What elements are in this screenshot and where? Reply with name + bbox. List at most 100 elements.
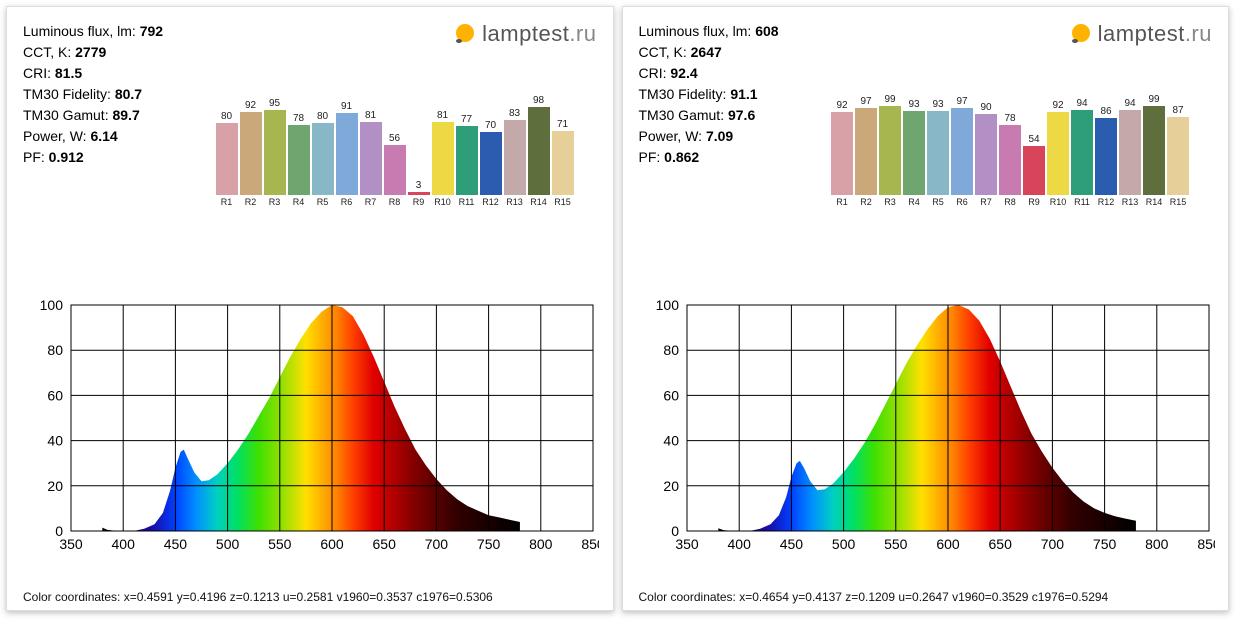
- color-coordinates: Color coordinates: x=0.4654 y=0.4137 z=0…: [639, 590, 1213, 604]
- svg-text:700: 700: [425, 536, 449, 552]
- cri-chart: 80R192R295R378R480R591R681R756R83R981R10…: [215, 99, 574, 209]
- brand-name: lamptest: [482, 21, 569, 46]
- metric-value: 792: [140, 23, 163, 39]
- metric-value: 81.5: [55, 65, 82, 81]
- svg-text:550: 550: [268, 536, 292, 552]
- svg-text:40: 40: [47, 433, 63, 449]
- report-panel-left: Luminous flux, lm: 792 CCT, K: 2779 CRI:…: [6, 6, 614, 611]
- cri-bar-R4: 78R4: [287, 113, 310, 209]
- svg-text:650: 650: [373, 536, 397, 552]
- color-coordinates: Color coordinates: x=0.4591 y=0.4196 z=0…: [23, 590, 597, 604]
- metric-tm30g: TM30 Gamut: 89.7: [23, 105, 163, 126]
- svg-text:60: 60: [47, 387, 63, 403]
- svg-text:700: 700: [1040, 536, 1064, 552]
- metric-label: Luminous flux, lm:: [639, 23, 752, 39]
- metric-value: 97.6: [728, 107, 755, 123]
- cri-bar-R6: 91R6: [335, 101, 358, 209]
- svg-text:550: 550: [884, 536, 908, 552]
- metric-flux: Luminous flux, lm: 792: [23, 21, 163, 42]
- cri-bar-R9: 54R9: [1023, 134, 1046, 209]
- svg-text:20: 20: [663, 478, 679, 494]
- cri-bar-R10: 92R10: [1047, 100, 1070, 209]
- cri-bar-R7: 81R7: [359, 110, 382, 209]
- metric-tm30f: TM30 Fidelity: 91.1: [639, 84, 779, 105]
- svg-text:350: 350: [675, 536, 699, 552]
- svg-text:450: 450: [164, 536, 188, 552]
- metric-value: 0.912: [49, 149, 84, 165]
- cri-bar-R5: 80R5: [311, 111, 334, 209]
- metric-label: CCT, K:: [23, 44, 71, 60]
- cri-chart: 92R197R299R393R493R597R690R778R854R992R1…: [831, 99, 1190, 209]
- metric-cct: CCT, K: 2647: [639, 42, 779, 63]
- cri-bar-R4: 93R4: [903, 99, 926, 209]
- metric-label: Power, W:: [639, 128, 703, 144]
- metric-value: 608: [755, 23, 778, 39]
- metric-cct: CCT, K: 2779: [23, 42, 163, 63]
- cri-bar-R11: 94R11: [1071, 98, 1094, 209]
- metric-cri: CRI: 81.5: [23, 63, 163, 84]
- metric-label: Power, W:: [23, 128, 87, 144]
- metric-label: PF:: [23, 149, 45, 165]
- metric-flux: Luminous flux, lm: 608: [639, 21, 779, 42]
- svg-text:80: 80: [47, 342, 63, 358]
- cri-bar-R12: 86R12: [1095, 106, 1118, 209]
- brand-suffix: .ru: [569, 21, 596, 46]
- metric-value: 89.7: [112, 107, 139, 123]
- cri-bar-R14: 98R14: [527, 95, 550, 209]
- svg-text:800: 800: [529, 536, 553, 552]
- svg-text:600: 600: [320, 536, 344, 552]
- cri-bar-R8: 78R8: [999, 113, 1022, 209]
- metric-value: 0.862: [664, 149, 699, 165]
- cri-bar-R1: 80R1: [215, 111, 238, 209]
- svg-text:100: 100: [655, 297, 679, 313]
- svg-text:20: 20: [47, 478, 63, 494]
- cri-bar-R2: 97R2: [855, 96, 878, 209]
- brand-logo: lamptest.ru: [1068, 21, 1212, 47]
- metric-pf: PF: 0.862: [639, 147, 779, 168]
- cri-bar-R3: 99R3: [879, 94, 902, 209]
- metric-label: PF:: [639, 149, 661, 165]
- metric-label: Luminous flux, lm:: [23, 23, 136, 39]
- svg-text:750: 750: [477, 536, 501, 552]
- metric-label: CCT, K:: [639, 44, 687, 60]
- metric-value: 80.7: [115, 86, 142, 102]
- metric-value: 2779: [75, 44, 106, 60]
- brand-name: lamptest: [1098, 21, 1185, 46]
- spectrum-svg: 0204060801003504004505005506006507007508…: [639, 297, 1215, 557]
- metric-pf: PF: 0.912: [23, 147, 163, 168]
- bulb-icon: [1068, 22, 1092, 46]
- metric-cri: CRI: 92.4: [639, 63, 779, 84]
- svg-text:40: 40: [663, 433, 679, 449]
- metrics-block: Luminous flux, lm: 792 CCT, K: 2779 CRI:…: [23, 21, 163, 168]
- cri-bar-R11: 77R11: [455, 114, 478, 209]
- svg-text:500: 500: [831, 536, 855, 552]
- metric-value: 7.09: [706, 128, 733, 144]
- svg-text:450: 450: [779, 536, 803, 552]
- svg-text:750: 750: [1092, 536, 1116, 552]
- bulb-icon: [452, 22, 476, 46]
- metric-label: CRI:: [639, 65, 667, 81]
- metrics-block: Luminous flux, lm: 608 CCT, K: 2647 CRI:…: [639, 21, 779, 168]
- cri-bar-R8: 56R8: [383, 133, 406, 209]
- spectrum-svg: 0204060801003504004505005506006507007508…: [23, 297, 599, 557]
- brand-logo: lamptest.ru: [452, 21, 596, 47]
- cri-bar-R3: 95R3: [263, 98, 286, 210]
- metric-label: CRI:: [23, 65, 51, 81]
- cri-bar-R10: 81R10: [431, 110, 454, 209]
- metric-power: Power, W: 7.09: [639, 126, 779, 147]
- metric-value: 91.1: [730, 86, 757, 102]
- cri-bar-R5: 93R5: [927, 99, 950, 209]
- svg-text:500: 500: [216, 536, 240, 552]
- cri-bar-R13: 94R13: [1119, 98, 1142, 209]
- svg-text:60: 60: [663, 387, 679, 403]
- cri-bar-R13: 83R13: [503, 108, 526, 209]
- metric-value: 6.14: [90, 128, 117, 144]
- cri-bar-R6: 97R6: [951, 96, 974, 209]
- metric-value: 2647: [691, 44, 722, 60]
- svg-text:80: 80: [663, 342, 679, 358]
- svg-text:400: 400: [112, 536, 136, 552]
- cri-bar-R2: 92R2: [239, 100, 262, 209]
- cri-bar-R15: 71R15: [551, 119, 574, 209]
- svg-text:600: 600: [936, 536, 960, 552]
- metric-value: 92.4: [670, 65, 697, 81]
